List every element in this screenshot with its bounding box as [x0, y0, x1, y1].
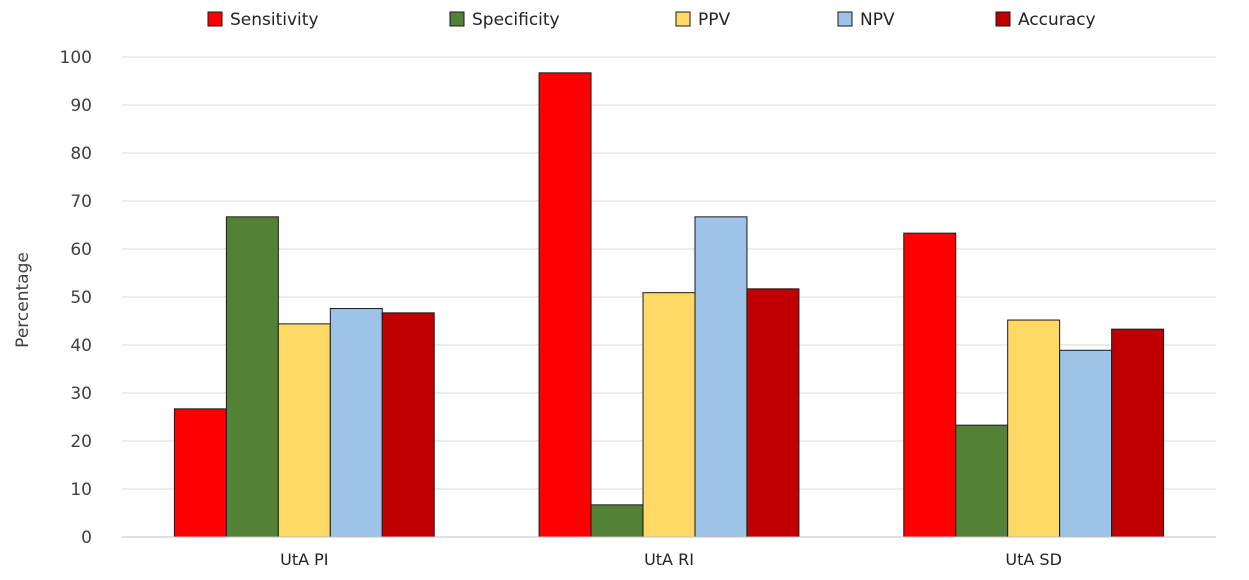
legend-label-accuracy: Accuracy: [1018, 10, 1096, 30]
legend-swatch-npv: [837, 11, 853, 27]
legend-label-sensitivity: Sensitivity: [230, 10, 319, 30]
y-tick-label: 90: [70, 96, 92, 116]
y-tick-label: 20: [70, 432, 92, 452]
bar-sensitivity-1: [173, 408, 227, 538]
bar-specificity-1: [225, 216, 279, 538]
y-axis-ticks: 0 10 20 30 40 50 60 70 80 90 100: [60, 48, 92, 548]
y-tick-label: 80: [70, 144, 92, 164]
legend-swatch-sensitivity: [207, 11, 223, 27]
y-axis-label: Percentage: [13, 252, 33, 348]
category-labels: UtA PI UtA RI UtA SD: [280, 550, 1062, 569]
y-tick-label: 100: [60, 48, 92, 68]
legend: Sensitivity Specificity PPV NPV Accuracy: [207, 10, 1096, 30]
bar-ppv-2: [642, 292, 696, 538]
legend-label-npv: NPV: [860, 10, 895, 30]
bar-npv-3: [1059, 349, 1113, 538]
y-tick-label: 10: [70, 480, 92, 500]
bar-accuracy-1: [381, 312, 435, 538]
y-tick-label: 0: [81, 528, 92, 548]
bar-npv-2: [694, 216, 748, 538]
legend-swatch-specificity: [449, 11, 465, 27]
bar-ppv-3: [1007, 319, 1061, 538]
bar-sensitivity-3: [903, 232, 957, 538]
bar-accuracy-2: [746, 288, 800, 538]
legend-swatch-accuracy: [995, 11, 1011, 27]
y-tick-label: 30: [70, 384, 92, 404]
bar-specificity-2: [590, 504, 644, 538]
legend-label-specificity: Specificity: [472, 10, 560, 30]
y-tick-label: 70: [70, 192, 92, 212]
y-tick-label: 50: [70, 288, 92, 308]
category-label: UtA RI: [644, 550, 694, 569]
bars: [173, 72, 1165, 538]
bar-ppv-1: [277, 323, 331, 538]
bar-accuracy-3: [1111, 328, 1165, 538]
y-tick-label: 60: [70, 240, 92, 260]
bar-npv-1: [329, 308, 383, 538]
legend-swatch-ppv: [675, 11, 691, 27]
category-label: UtA PI: [280, 550, 328, 569]
bar-specificity-3: [955, 424, 1009, 538]
legend-label-ppv: PPV: [698, 10, 731, 30]
category-label: UtA SD: [1005, 550, 1062, 569]
bar-sensitivity-2: [538, 72, 592, 538]
y-tick-label: 40: [70, 336, 92, 356]
